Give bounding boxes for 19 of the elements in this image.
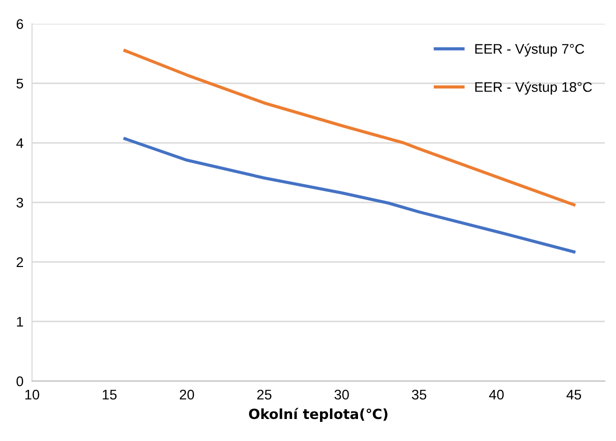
x-tick-label: 20 bbox=[180, 390, 194, 400]
y-tick-label: 3 bbox=[16, 198, 24, 208]
x-tick-label: 40 bbox=[489, 390, 504, 400]
x-axis-title: Okolní teplota(℃) bbox=[249, 408, 388, 422]
y-tick-label: 5 bbox=[16, 78, 24, 89]
legend-label: EER - Výstup 18°C bbox=[475, 82, 592, 95]
x-tick-label: 15 bbox=[102, 390, 117, 400]
y-tick-label: 6 bbox=[16, 19, 24, 29]
line-series bbox=[123, 137, 576, 254]
y-tick-label: 1 bbox=[17, 316, 24, 327]
x-tick-label: 45 bbox=[566, 390, 582, 400]
x-tick-label: 10 bbox=[25, 390, 40, 400]
y-tick-label: 4 bbox=[16, 138, 24, 148]
x-tick-label: 25 bbox=[257, 390, 272, 400]
legend-label: EER - Výstup 7°C bbox=[475, 43, 584, 57]
x-tick-label: 30 bbox=[334, 390, 349, 400]
x-tick-label: 35 bbox=[412, 390, 426, 400]
y-tick-label: 0 bbox=[16, 376, 24, 386]
y-tick-label: 2 bbox=[16, 257, 23, 267]
